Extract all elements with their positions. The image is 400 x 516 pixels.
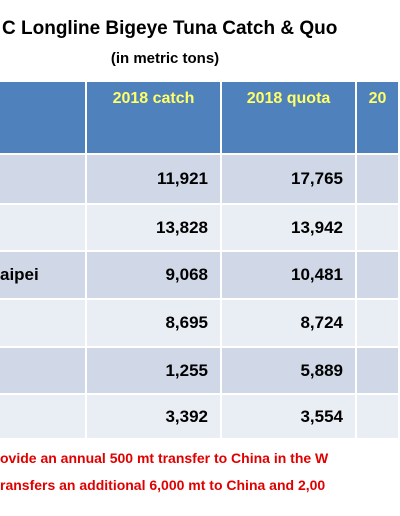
cell bbox=[0, 395, 87, 440]
table-row: 8,695 8,724 bbox=[0, 300, 400, 348]
cell bbox=[357, 395, 400, 440]
title: C Longline Bigeye Tuna Catch & Quo bbox=[2, 18, 338, 39]
table-row: 11,921 17,765 bbox=[0, 155, 400, 205]
header-cell: 2018 catch bbox=[87, 82, 222, 155]
value-cell: 8,724 bbox=[222, 300, 357, 348]
note: ransfers an additional 6,000 mt to China… bbox=[0, 477, 326, 493]
header-cell bbox=[0, 82, 87, 155]
cell bbox=[357, 300, 400, 348]
cell bbox=[357, 252, 400, 300]
value-cell: 8,695 bbox=[87, 300, 222, 348]
header-cell: 2018 quota bbox=[222, 82, 357, 155]
note: ovide an annual 500 mt transfer to China… bbox=[0, 450, 329, 466]
header-cell: 20 bbox=[357, 82, 400, 155]
value-cell: 3,392 bbox=[87, 395, 222, 440]
cell bbox=[0, 348, 87, 395]
table-row: 1,255 5,889 bbox=[0, 348, 400, 395]
subtitle: (in metric tons) bbox=[110, 50, 220, 67]
value-cell: 13,828 bbox=[87, 205, 222, 252]
value-cell: 1,255 bbox=[87, 348, 222, 395]
value-cell: 10,481 bbox=[222, 252, 357, 300]
header-row: 2018 catch 2018 quota 20 bbox=[0, 82, 400, 155]
value-cell: 13,942 bbox=[222, 205, 357, 252]
cell bbox=[357, 205, 400, 252]
value-cell: 11,921 bbox=[87, 155, 222, 205]
table-row: 3,392 3,554 bbox=[0, 395, 400, 440]
cell bbox=[0, 155, 87, 205]
value-cell: 5,889 bbox=[222, 348, 357, 395]
row-label: aipei bbox=[0, 252, 87, 300]
cell bbox=[357, 348, 400, 395]
table-row: 13,828 13,942 bbox=[0, 205, 400, 252]
table-row: aipei 9,068 10,481 bbox=[0, 252, 400, 300]
cell bbox=[0, 300, 87, 348]
value-cell: 17,765 bbox=[222, 155, 357, 205]
cell bbox=[357, 155, 400, 205]
cell bbox=[0, 205, 87, 252]
value-cell: 3,554 bbox=[222, 395, 357, 440]
value-cell: 9,068 bbox=[87, 252, 222, 300]
